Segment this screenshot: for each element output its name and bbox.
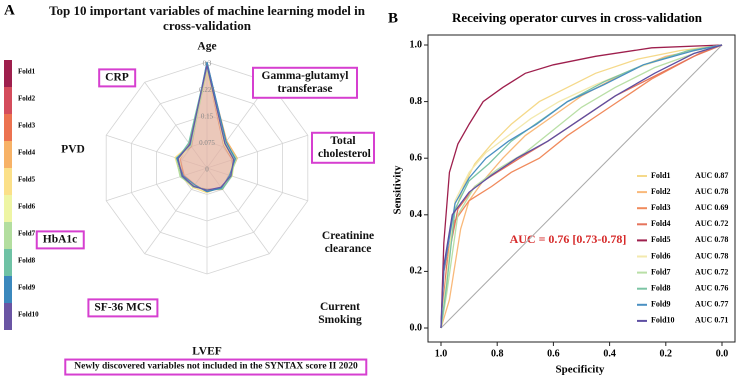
legend-auc: AUC 0.72 [695, 219, 728, 228]
legend-label: Fold10 [651, 316, 675, 325]
r-tick-label: 0 [205, 166, 209, 174]
legend-label: Fold5 [18, 176, 36, 184]
legend-swatch [4, 222, 12, 249]
legend-auc: AUC 0.72 [695, 267, 728, 276]
legend-label: Fold9 [651, 300, 671, 309]
legend-label: Fold4 [651, 219, 671, 228]
chart-title: Receiving operator curves in cross-valid… [452, 10, 703, 25]
legend-swatch [4, 60, 12, 87]
x-tick-label: 0.0 [716, 348, 729, 359]
legend-label: Fold5 [651, 235, 671, 244]
legend-label: Fold7 [651, 267, 671, 276]
x-tick-label: 0.8 [491, 348, 504, 359]
annotation: AUC = 0.76 [0.73-0.78] [510, 232, 627, 246]
x-tick-label: 0.6 [547, 348, 560, 359]
y-tick-label: 0.2 [410, 266, 423, 277]
legend-label: Fold2 [651, 187, 671, 196]
category-label: PVD [61, 143, 85, 156]
legend-label: Fold3 [18, 122, 36, 130]
category-label: LVEF [192, 345, 222, 358]
x-tick-label: 0.2 [660, 348, 673, 359]
category-label: Gamma-glutamyl transferase [252, 66, 358, 100]
spoke [144, 167, 208, 254]
legend-label: Fold10 [18, 311, 39, 319]
legend-box [631, 167, 731, 332]
r-tick-label: 0.3 [203, 60, 212, 68]
category-label: SF-36 MCS [87, 298, 159, 318]
roc-curve [440, 44, 723, 329]
legend-label: Fold9 [18, 284, 36, 292]
x-tick-label: 0.4 [603, 348, 616, 359]
legend-auc: AUC 0.87 [695, 171, 728, 180]
legend-swatch [4, 141, 12, 168]
r-tick-label: 0.225 [199, 86, 215, 94]
spoke [144, 82, 208, 169]
legend-label: Fold6 [651, 251, 671, 260]
legend-auc: AUC 0.78 [695, 235, 728, 244]
spoke [206, 134, 308, 169]
category-label: CRP [98, 68, 136, 88]
y-tick-label: 0.8 [410, 96, 423, 107]
legend-auc: AUC 0.77 [695, 300, 728, 309]
legend-label: Fold4 [18, 149, 36, 157]
spoke [106, 134, 208, 169]
legend-swatch [4, 87, 12, 114]
category-label: Total cholesterol [311, 131, 375, 165]
legend-swatch [4, 303, 12, 330]
panel-letter: A [4, 2, 15, 18]
spoke [106, 167, 208, 202]
chart-title: Top 10 important variables of machine le… [49, 3, 365, 33]
legend-swatch [4, 168, 12, 195]
roc-curve [440, 44, 723, 329]
legend-label: Fold7 [18, 230, 36, 238]
y-tick-label: 1.0 [410, 39, 423, 50]
note: Newly discovered variables not included … [64, 358, 368, 376]
radar-area [177, 65, 235, 191]
y-tick-label: 0.4 [410, 209, 423, 220]
category-label: Age [197, 40, 217, 53]
legend-swatch [4, 276, 12, 303]
legend-label: Fold6 [18, 203, 36, 211]
legend-label: Fold1 [651, 171, 671, 180]
legend-label: Fold2 [18, 95, 36, 103]
reference-line [440, 44, 723, 329]
legend-auc: AUC 0.78 [695, 187, 728, 196]
spoke [206, 167, 270, 254]
roc-curve [440, 44, 723, 329]
legend-auc: AUC 0.78 [695, 251, 728, 260]
y-tick-label: 0.6 [410, 152, 423, 163]
legend-label: Fold1 [18, 68, 36, 76]
legend-auc: AUC 0.71 [695, 316, 728, 325]
legend-label: Fold8 [651, 284, 671, 293]
category-label: Current Smoking [318, 300, 362, 326]
legend-label: Fold3 [651, 203, 671, 212]
legend-auc: AUC 0.76 [695, 284, 728, 293]
x-tick-label: 1.0 [435, 348, 448, 359]
legend-swatch [4, 249, 12, 276]
y-axis-title: Sensitivity [392, 165, 404, 214]
y-tick-label: 0.0 [410, 322, 423, 333]
roc-curve [440, 44, 723, 329]
panel-letter: B [388, 10, 398, 26]
category-label: HbA1c [35, 230, 85, 250]
r-tick-label: 0.15 [201, 113, 214, 121]
legend-auc: AUC 0.69 [695, 203, 728, 212]
legend-swatch [4, 114, 12, 141]
r-tick-label: 0.075 [199, 139, 215, 147]
plot-frame [427, 34, 736, 343]
roc-curve [440, 44, 723, 329]
legend-label: Fold8 [18, 257, 36, 265]
legend-swatch [4, 195, 12, 222]
spoke [206, 167, 308, 202]
x-axis-title: Specificity [556, 364, 605, 376]
category-label: Creatinine clearance [321, 229, 375, 255]
radar-area [176, 61, 236, 193]
